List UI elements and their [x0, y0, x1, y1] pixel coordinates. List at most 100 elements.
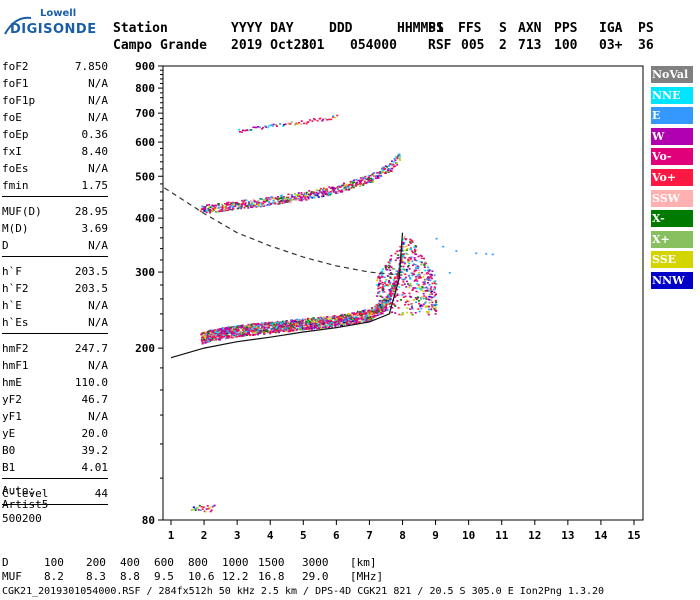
trace-point-spread: [382, 308, 384, 311]
trace-point-first: [201, 340, 204, 343]
trace-point-spread: [415, 259, 418, 262]
trace-point-spread: [394, 281, 397, 284]
trace-point-first: [374, 309, 377, 312]
trace-point-third: [300, 120, 303, 122]
trace-point-second: [216, 207, 219, 209]
legend-item-vo: Vo-: [651, 148, 693, 166]
trace-point-first: [278, 331, 280, 334]
trace-point-second: [359, 182, 362, 185]
trace-point-first: [235, 331, 238, 334]
trace-point-second: [367, 174, 370, 177]
trace-point-spread: [396, 300, 399, 302]
trace-point-spread: [377, 285, 380, 287]
trace-point-first: [397, 269, 400, 272]
trace-point-second: [242, 200, 245, 202]
trace-point-spread: [410, 285, 413, 287]
trace-point-spread: [376, 295, 379, 297]
trace-point-first: [219, 328, 222, 330]
trace-point-first: [342, 320, 345, 323]
trace-point-second: [298, 195, 301, 198]
trace-point-second: [331, 186, 334, 189]
trace-point-second: [208, 204, 211, 206]
trace-point-second: [396, 164, 399, 166]
muf-value: 29.0: [302, 570, 329, 583]
param-name: h`F2: [2, 282, 29, 295]
trace-point-first: [310, 325, 312, 327]
trace-point-first: [264, 325, 267, 327]
trace-point-spread: [418, 269, 421, 271]
x-tick-label: 11: [495, 529, 509, 542]
trace-point-spread: [424, 290, 427, 292]
trace-point-spread: [423, 274, 426, 276]
trace-point-spread: [389, 265, 392, 267]
trace-point-spread: [383, 309, 386, 311]
trace-point-second: [257, 204, 260, 207]
trace-point-second: [324, 188, 327, 190]
trace-point-first: [214, 337, 216, 339]
trace-point-first: [331, 321, 334, 323]
trace-point-spread: [422, 263, 425, 265]
trace-point-first: [390, 295, 393, 297]
trace-point-second: [308, 193, 310, 196]
trace-point-low: [191, 508, 194, 511]
trace-point-spread: [414, 287, 417, 289]
trace-point-first: [207, 332, 210, 335]
trace-point-spread: [414, 258, 417, 261]
trace-point-second: [335, 192, 338, 194]
trace-point-third: [288, 123, 291, 125]
trace-point-second: [373, 174, 376, 177]
param-name: fxI: [2, 145, 22, 158]
trace-point-first: [385, 303, 388, 306]
trace-point-second: [251, 204, 253, 206]
trace-point-spread: [411, 289, 414, 291]
x-tick-label: 13: [561, 529, 574, 542]
trace-point-spread: [431, 296, 434, 299]
trace-point-spread: [431, 290, 433, 293]
trace-point-spread: [416, 265, 419, 267]
header-label-9: IGA: [599, 21, 623, 36]
trace-point-first: [262, 329, 265, 332]
trace-point-spread: [378, 290, 381, 293]
trace-point-first: [232, 333, 235, 335]
trace-point-spread: [378, 276, 381, 279]
trace-point-first: [243, 335, 246, 337]
trace-point-first: [231, 333, 234, 336]
trace-point-spread: [386, 268, 389, 271]
trace-point-spread: [423, 257, 425, 260]
trace-point-second: [221, 208, 224, 210]
trace-point-second: [327, 194, 330, 197]
trace-point-first: [241, 327, 244, 329]
trace-point-spread: [398, 250, 401, 252]
trace-point-first: [328, 322, 331, 325]
trace-point-second: [332, 188, 335, 190]
trace-point-first: [254, 331, 257, 334]
trace-point-first: [271, 321, 274, 324]
trace-point-first: [334, 323, 337, 326]
trace-point-second: [220, 206, 223, 208]
trace-point-second: [322, 192, 325, 195]
trace-point-spread: [390, 272, 393, 274]
trace-point-spread: [384, 265, 387, 267]
trace-point-first: [236, 330, 239, 333]
trace-point-third: [238, 128, 240, 131]
trace-point-first: [273, 329, 276, 331]
trace-point-second: [337, 191, 339, 193]
trace-point-spread: [401, 271, 404, 273]
trace-point-first: [231, 330, 234, 332]
trace-point-first: [237, 328, 240, 330]
trace-point-first: [247, 323, 250, 326]
trace-point-spread: [416, 291, 419, 294]
trace-point-second: [345, 183, 348, 186]
trace-point-first: [275, 331, 278, 333]
param-name: hmF1: [2, 359, 29, 372]
dashed-curve: [164, 187, 403, 276]
trace-point-spread: [406, 253, 409, 255]
trace-point-first: [343, 319, 346, 321]
trace-point-spread: [379, 280, 382, 282]
trace-point-first: [282, 328, 285, 331]
trace-point-first: [261, 328, 264, 330]
trace-point-first: [255, 332, 258, 335]
trace-point-spread: [407, 266, 410, 268]
trace-point-second: [209, 212, 211, 214]
trace-point-first: [285, 328, 288, 331]
